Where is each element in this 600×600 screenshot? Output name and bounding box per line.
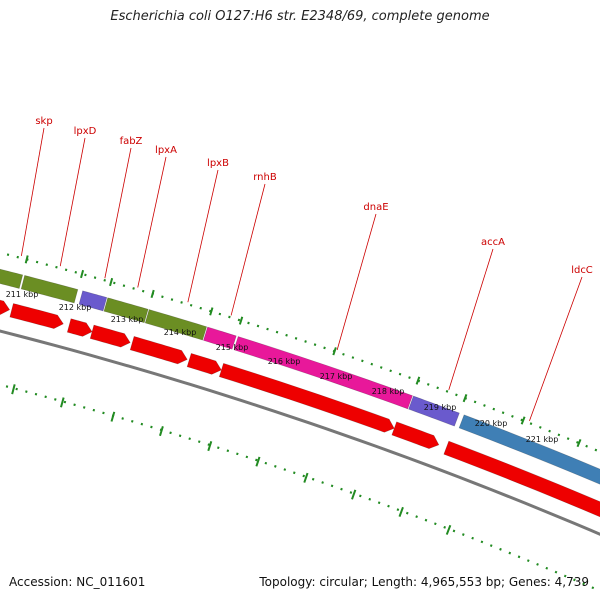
gene-leader-skp [20, 127, 45, 257]
scale-major-tick-3 [110, 411, 116, 422]
gene-band-2 [20, 275, 79, 304]
gene-leader-rnhb [230, 183, 266, 316]
upper-major-tick-4 [150, 289, 155, 299]
kbp-label-218: 218 kbp [372, 387, 405, 396]
gene-leader-lpxa [137, 156, 167, 288]
gene-leader-lpxb [187, 169, 219, 303]
scale-major-tick-1 [11, 384, 16, 395]
kbp-label-211: 211 kbp [6, 290, 39, 299]
scale-major-tick-2 [60, 397, 65, 408]
scale-major-tick-10 [445, 524, 452, 535]
upper-major-tick-1 [24, 255, 29, 264]
kbp-label-212: 212 kbp [59, 303, 92, 312]
cds-arrow-3 [66, 318, 93, 337]
scale-tick-track [0, 383, 600, 593]
gene-label-fabz: fabZ [120, 136, 143, 147]
kbp-label-221: 221 kbp [526, 435, 559, 444]
gene-label-lpxd: lpxD [74, 126, 97, 137]
topology-summary: Topology: circular; Length: 4,965,553 bp… [259, 575, 589, 589]
kbp-label-217: 217 kbp [320, 372, 353, 381]
kbp-label-216: 216 kbp [268, 357, 301, 366]
scale-major-tick-8 [351, 489, 357, 500]
gene-leader-fabz [104, 147, 132, 279]
gene-band-3 [78, 290, 108, 312]
upper-major-tick-6 [238, 316, 244, 325]
upper-major-tick-10 [520, 416, 526, 425]
gene-label-lpxb: lpxB [207, 158, 229, 169]
gene-band-1 [0, 268, 24, 289]
gene-leader-lpxd [59, 137, 86, 267]
cds-arrow-8 [391, 421, 440, 449]
kbp-label-219: 219 kbp [424, 403, 457, 412]
cds-arrow-4 [89, 324, 131, 348]
cds-arrow-9 [443, 440, 600, 518]
scale-major-tick-9 [398, 506, 404, 517]
scale-major-tick-7 [303, 472, 309, 483]
upper-major-tick-8 [415, 376, 421, 385]
scale-major-tick-6 [255, 456, 261, 467]
cds-arrow-2 [9, 303, 64, 329]
upper-tick-track [0, 251, 600, 453]
gene-label-skp: skp [35, 116, 52, 127]
upper-major-tick-11 [576, 438, 582, 448]
cds-arrow-5 [129, 336, 188, 365]
gene-leader-acca [448, 248, 494, 390]
gene-leader-ldcc [529, 276, 583, 422]
upper-major-tick-7 [332, 347, 337, 356]
backbone-line [0, 329, 600, 536]
gene-band-9 [458, 414, 600, 485]
gene-band-4 [103, 297, 149, 324]
kbp-label-214: 214 kbp [164, 328, 197, 337]
scale-major-tick-5 [207, 440, 213, 452]
gene-label-rnhb: rnhB [253, 172, 277, 183]
cds-arrow-6 [186, 352, 222, 375]
upper-major-tick-5 [209, 307, 214, 316]
gene-band-5 [144, 309, 208, 341]
upper-major-tick-2 [80, 269, 85, 279]
upper-major-tick-3 [109, 277, 114, 287]
cds-arrow-1 [0, 299, 11, 315]
kbp-label-220: 220 kbp [475, 419, 508, 428]
accession-text: Accession: NC_011601 [9, 575, 146, 589]
gene-band-6 [203, 326, 237, 350]
kbp-label-215: 215 kbp [216, 343, 249, 352]
gene-band-7 [233, 336, 413, 410]
scale-major-tick-4 [159, 425, 164, 437]
map-title: Escherichia coli O127:H6 str. E2348/69, … [110, 9, 490, 24]
kbp-label-213: 213 kbp [111, 315, 144, 324]
gene-label-lpxa: lpxA [155, 145, 177, 156]
gene-band-8 [408, 395, 460, 427]
gene-leader-dnae [336, 213, 377, 351]
gene-label-acca: accA [481, 237, 505, 248]
cds-arrow-7 [218, 362, 395, 433]
gene-label-ldcc: ldcC [571, 265, 593, 276]
upper-major-tick-9 [462, 393, 468, 403]
gene-label-dnae: dnaE [363, 202, 388, 213]
